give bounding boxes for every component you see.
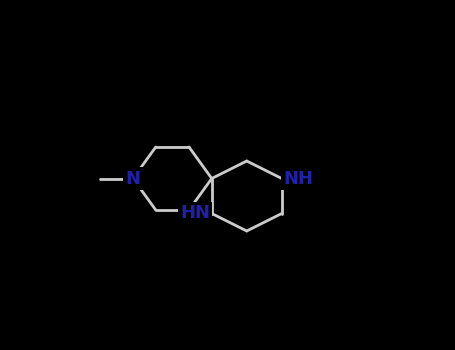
Text: N: N <box>126 169 141 188</box>
Text: HN: HN <box>180 204 210 223</box>
Text: NH: NH <box>283 169 313 188</box>
